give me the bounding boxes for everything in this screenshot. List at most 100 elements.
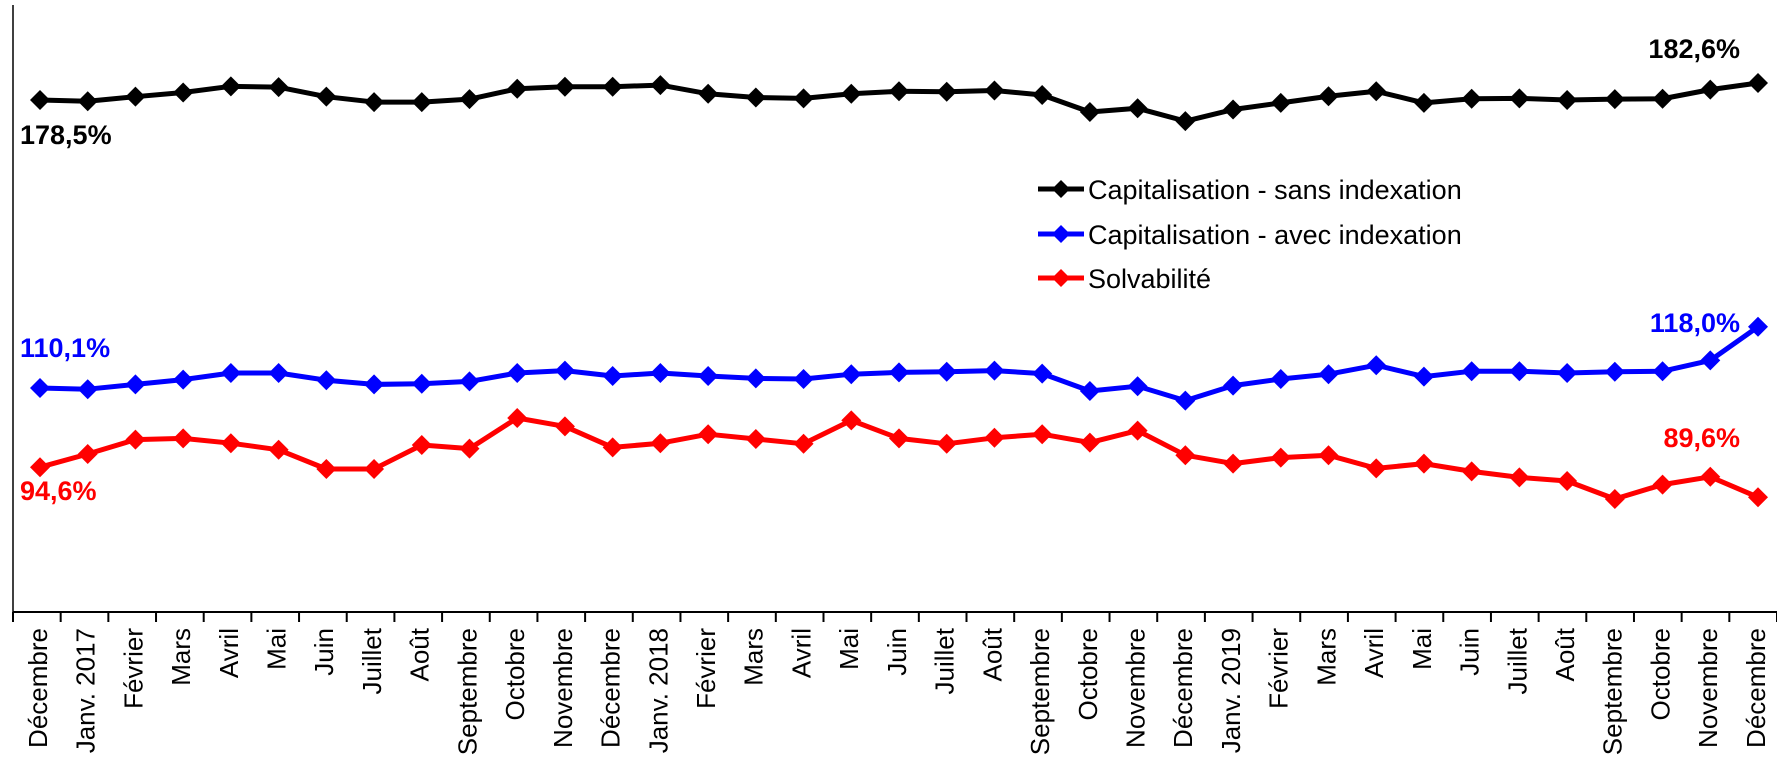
legend-marker-swatch	[1052, 180, 1070, 198]
data-point-marker	[602, 366, 623, 386]
data-point-marker	[554, 360, 575, 381]
x-tick-label: Avril	[1359, 628, 1389, 678]
series-1	[30, 73, 1768, 132]
x-axis-tick-labels: Décembre Janv. 2017 Février Mars Avril Mai Jui…	[23, 627, 1771, 755]
data-point-marker	[1366, 81, 1387, 102]
end-value-label: 89,6%	[1663, 423, 1740, 453]
legend-item: Solvabilité	[1038, 264, 1211, 294]
x-tick-label: Septembre	[452, 628, 482, 755]
data-point-marker	[1700, 350, 1721, 371]
data-point-marker	[411, 373, 432, 394]
data-point-marker	[1700, 466, 1721, 487]
data-point-marker	[364, 374, 385, 395]
data-point-marker	[220, 363, 241, 383]
data-point-marker	[1366, 355, 1387, 376]
data-point-marker	[1270, 92, 1291, 113]
data-point-marker	[745, 368, 766, 389]
data-point-marker	[316, 459, 337, 479]
data-point-marker	[1270, 369, 1291, 389]
data-point-marker	[1413, 92, 1434, 113]
data-point-marker	[364, 92, 385, 113]
data-point-marker	[1413, 366, 1434, 387]
data-point-marker	[173, 428, 194, 449]
data-point-marker	[554, 76, 575, 97]
x-tick-label: Novembre	[1693, 628, 1723, 748]
data-point-marker	[1748, 487, 1768, 508]
x-tick-label: Mai	[1407, 628, 1437, 670]
start-value-label: 178,5%	[20, 120, 112, 150]
legend-label: Capitalisation - avec indexation	[1088, 220, 1462, 250]
x-tick-label: Avril	[214, 628, 244, 678]
data-point-marker	[1175, 390, 1196, 411]
data-point-marker	[698, 366, 719, 386]
data-point-marker	[554, 416, 575, 437]
start-value-label: 94,6%	[20, 476, 97, 506]
data-point-marker	[698, 83, 719, 104]
x-tick-label: Août	[1550, 627, 1580, 681]
x-tick-label: Février	[118, 628, 148, 709]
x-tick-label: Décembre	[1168, 628, 1198, 748]
series-layer	[30, 73, 1768, 509]
data-point-marker	[1652, 361, 1673, 382]
data-point-marker	[1223, 99, 1244, 120]
data-point-marker	[1748, 73, 1768, 93]
data-point-marker	[793, 88, 814, 109]
x-tick-label: Juin	[309, 628, 339, 676]
x-axis-ticks	[12, 612, 1777, 622]
legend-label: Capitalisation - sans indexation	[1088, 175, 1462, 205]
x-tick-label: Octobre	[1645, 628, 1675, 721]
x-tick-label: Mai	[261, 628, 291, 670]
data-point-marker	[1557, 363, 1578, 383]
x-tick-label: Septembre	[1598, 628, 1628, 755]
x-tick-label: Janv. 2017	[71, 628, 101, 753]
x-tick-label: Octobre	[1073, 628, 1103, 721]
data-point-marker	[745, 87, 766, 108]
data-point-marker	[1318, 445, 1339, 466]
x-tick-label: Octobre	[500, 628, 530, 721]
x-tick-label: Juillet	[357, 627, 387, 694]
data-point-marker	[936, 81, 957, 102]
data-point-marker	[125, 374, 146, 395]
data-point-marker	[1557, 471, 1578, 491]
x-tick-label: Août	[405, 627, 435, 681]
data-point-marker	[411, 92, 432, 113]
data-point-marker	[30, 457, 50, 478]
data-point-marker	[1652, 88, 1673, 109]
data-point-marker	[268, 77, 289, 98]
data-point-marker	[364, 459, 385, 479]
data-point-marker	[793, 369, 814, 389]
data-point-marker	[1318, 86, 1339, 107]
data-point-marker	[1461, 361, 1482, 382]
data-point-marker	[1127, 376, 1148, 397]
x-tick-label: Janv. 2019	[1216, 628, 1246, 753]
data-point-marker	[1127, 98, 1148, 119]
data-point-marker	[1318, 364, 1339, 385]
x-tick-label: Janv. 2018	[643, 628, 673, 753]
data-point-marker	[650, 363, 671, 383]
data-point-marker	[507, 363, 528, 383]
data-point-marker	[1604, 89, 1625, 110]
data-point-marker	[602, 76, 623, 97]
data-point-marker	[936, 361, 957, 382]
data-point-marker	[984, 427, 1005, 448]
x-tick-label: Juin	[882, 628, 912, 676]
legend-item: Capitalisation - avec indexation	[1038, 220, 1462, 250]
data-point-marker	[889, 428, 909, 449]
data-point-marker	[1604, 489, 1625, 509]
data-point-marker	[507, 408, 528, 428]
data-point-marker	[459, 89, 480, 110]
x-tick-label: Juin	[1455, 628, 1485, 676]
data-point-marker	[745, 429, 766, 449]
legend-marker-swatch	[1052, 269, 1070, 287]
end-value-label: 118,0%	[1650, 308, 1740, 338]
data-point-marker	[459, 371, 480, 392]
series-3	[30, 408, 1768, 509]
data-point-marker	[316, 370, 337, 391]
data-point-marker	[125, 429, 146, 450]
data-point-marker	[77, 379, 98, 400]
data-point-marker	[1127, 420, 1148, 441]
x-tick-label: Juillet	[1502, 627, 1532, 694]
x-tick-label: Août	[977, 627, 1007, 681]
data-point-marker	[125, 86, 146, 107]
